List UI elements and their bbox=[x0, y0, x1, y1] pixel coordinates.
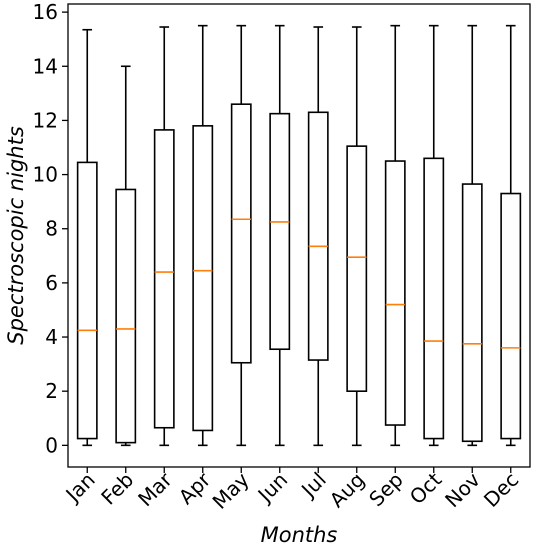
x-tick-label-apr: Apr bbox=[174, 467, 216, 509]
y-axis-label: Spectroscopic nights bbox=[4, 126, 28, 345]
box-may bbox=[230, 24, 252, 447]
x-tick-label-may: May bbox=[208, 467, 254, 513]
y-tick-label: 4 bbox=[45, 325, 58, 349]
x-tick-label-aug: Aug bbox=[325, 468, 370, 513]
y-tick-label: 0 bbox=[45, 433, 58, 457]
x-tick-label-jul: Jul bbox=[295, 468, 330, 503]
box-mar bbox=[153, 26, 175, 447]
iqr-box bbox=[192, 125, 214, 432]
x-tick-label-oct: Oct bbox=[405, 467, 447, 509]
box-jun bbox=[269, 24, 291, 447]
y-tick-label: 2 bbox=[45, 379, 58, 403]
x-axis-label: Months bbox=[261, 523, 338, 547]
x-tick-label-mar: Mar bbox=[133, 467, 177, 511]
x-tick-label-sep: Sep bbox=[364, 468, 408, 512]
y-tick-label: 14 bbox=[33, 54, 58, 78]
box-aug bbox=[346, 26, 368, 447]
y-tick-label: 12 bbox=[33, 108, 58, 132]
iqr-box bbox=[500, 192, 522, 440]
box-apr bbox=[192, 24, 214, 447]
iqr-box bbox=[461, 183, 483, 443]
iqr-box bbox=[230, 103, 252, 364]
y-tick-label: 8 bbox=[45, 217, 58, 241]
box-jul bbox=[307, 26, 329, 447]
x-tick-label-jun: Jun bbox=[252, 468, 292, 508]
box-dec bbox=[500, 24, 522, 447]
box-sep bbox=[384, 24, 406, 447]
x-tick-label-dec: Dec bbox=[479, 468, 523, 512]
iqr-box bbox=[346, 145, 368, 392]
y-tick-label: 10 bbox=[33, 163, 58, 187]
iqr-box bbox=[307, 111, 329, 361]
plot-marks bbox=[76, 24, 522, 447]
iqr-box bbox=[76, 161, 98, 440]
box-jan bbox=[76, 28, 98, 447]
box-oct bbox=[423, 24, 445, 447]
iqr-box bbox=[269, 112, 291, 351]
plot-frame bbox=[67, 3, 531, 468]
x-tick-label-nov: Nov bbox=[440, 467, 485, 512]
box-nov bbox=[461, 24, 483, 447]
iqr-box bbox=[115, 188, 137, 444]
y-tick-label: 16 bbox=[33, 0, 58, 24]
y-tick-label: 6 bbox=[45, 271, 58, 295]
iqr-box bbox=[423, 157, 445, 440]
x-tick-label-feb: Feb bbox=[96, 468, 138, 510]
x-tick-label-jan: Jan bbox=[60, 468, 100, 508]
iqr-box bbox=[384, 160, 406, 426]
iqr-box bbox=[153, 129, 175, 429]
box-feb bbox=[115, 65, 137, 447]
